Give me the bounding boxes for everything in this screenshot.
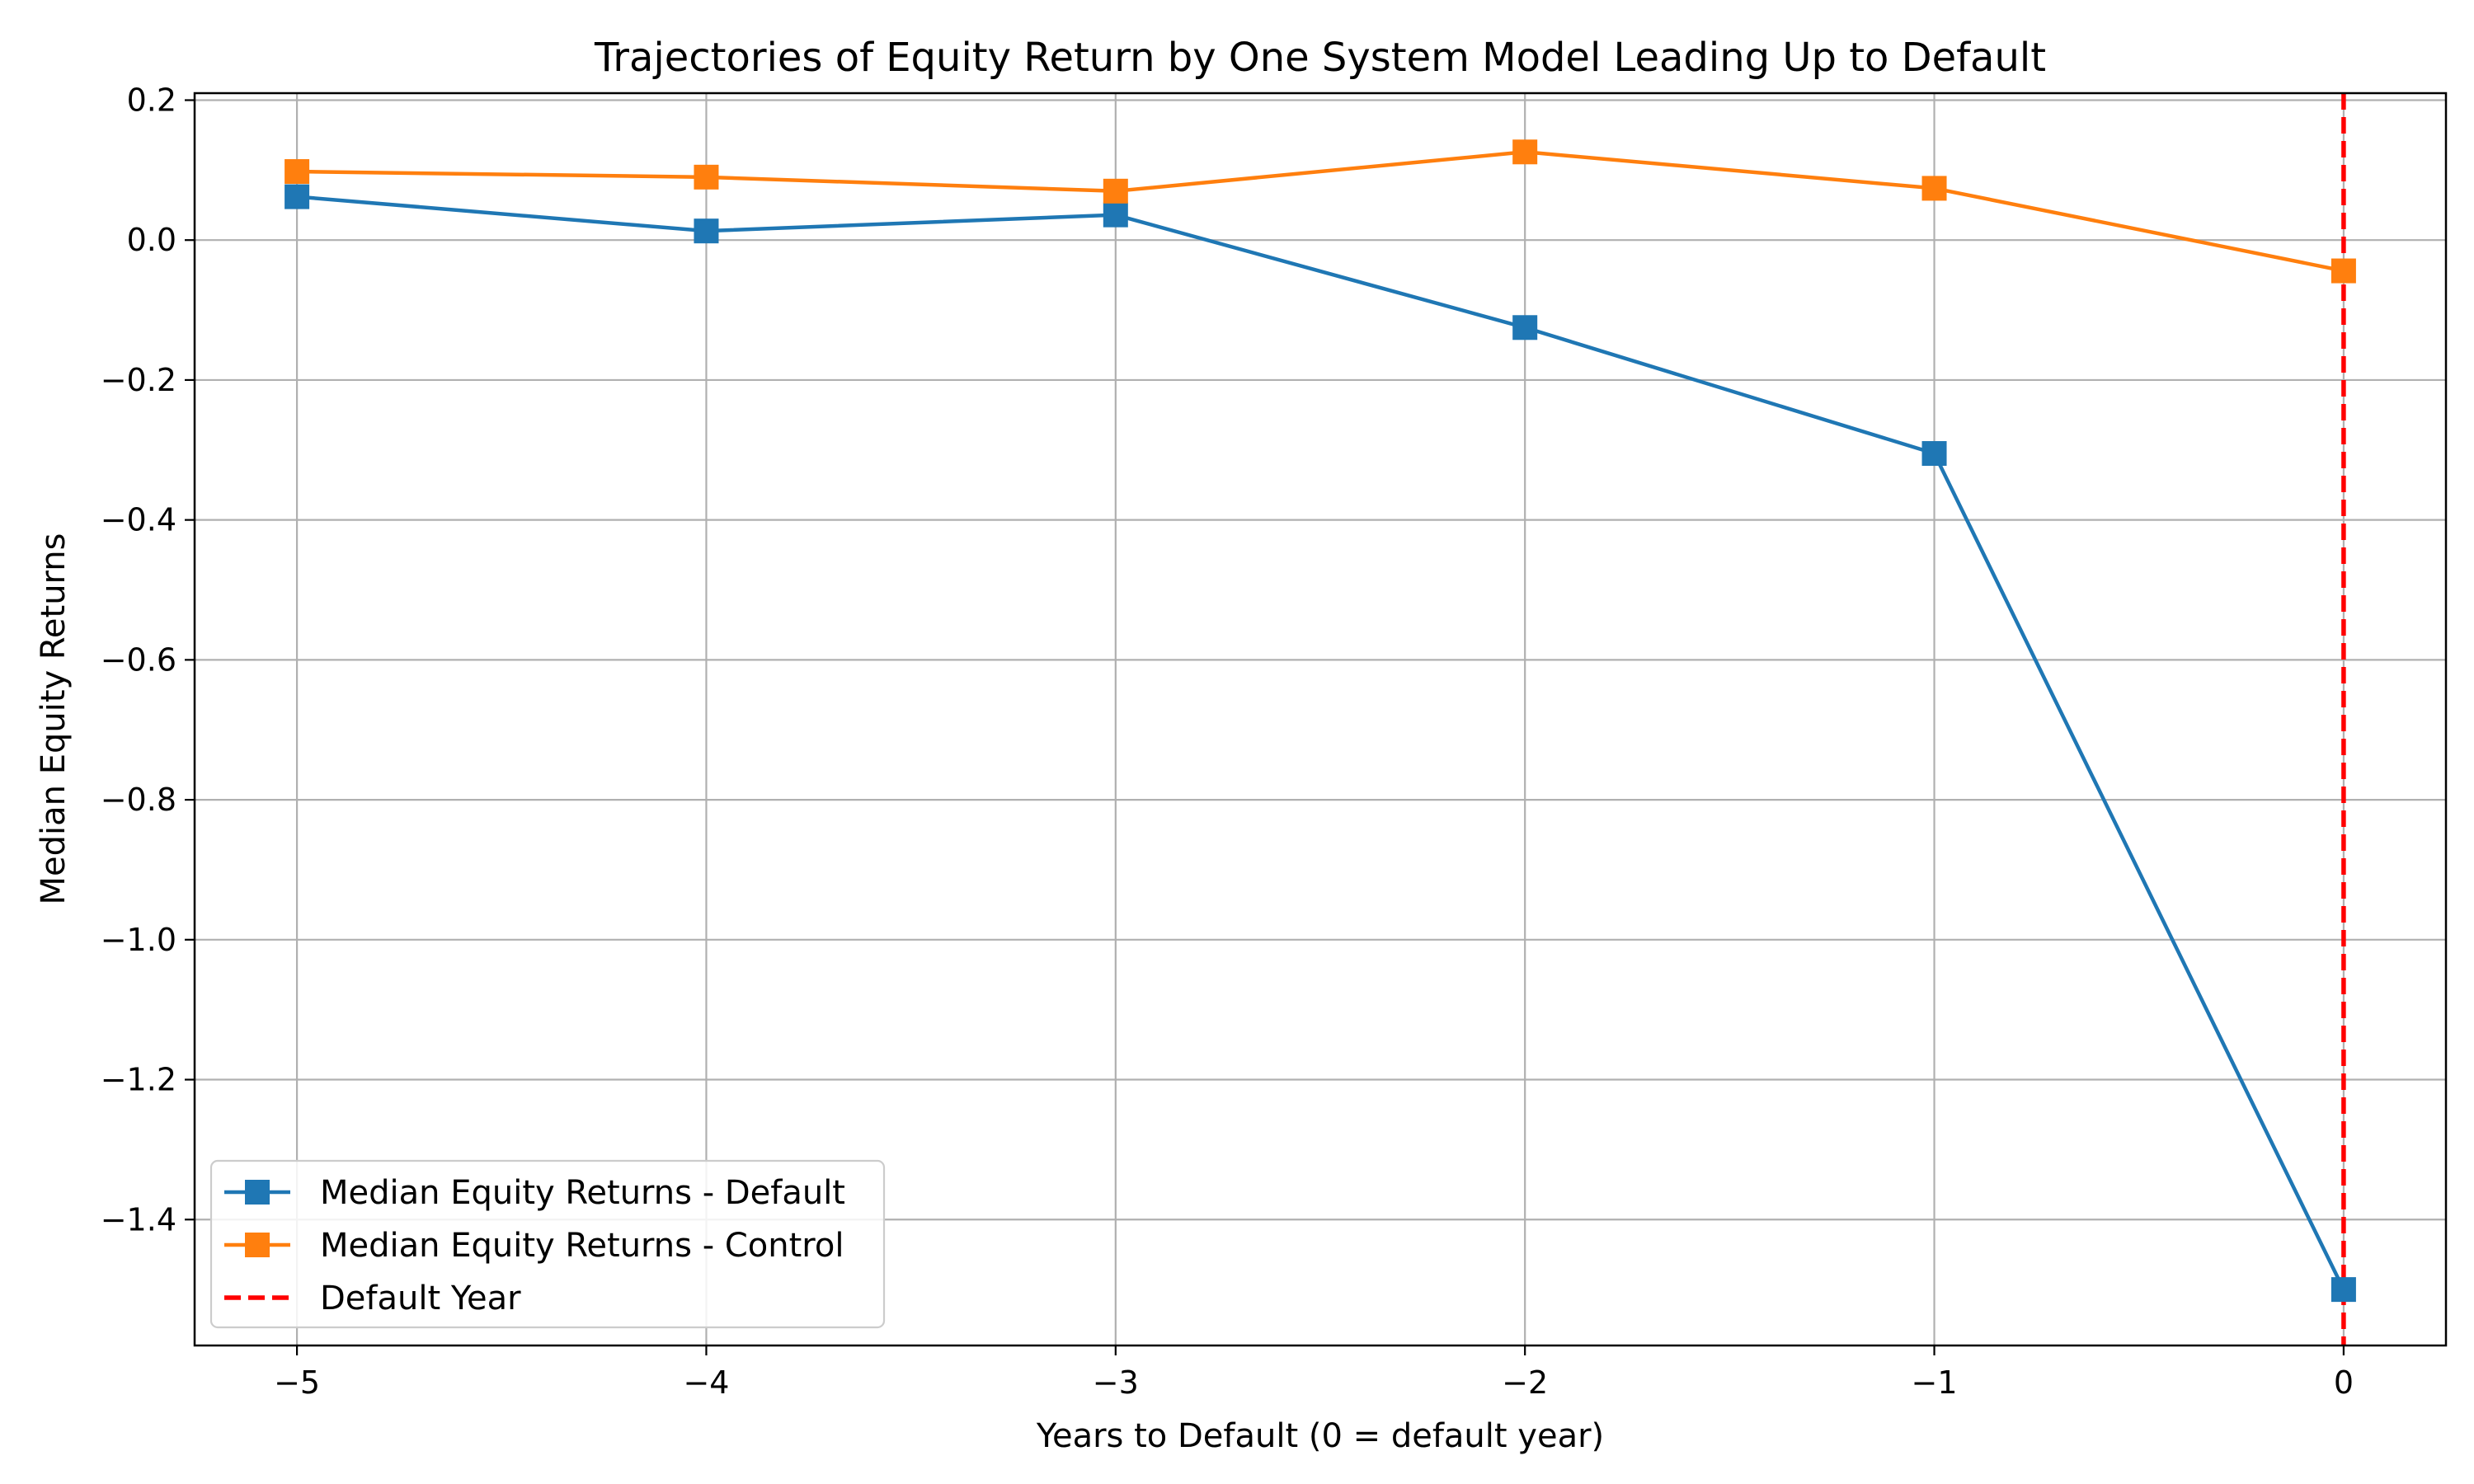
y-tick-label: −1.2	[101, 1062, 176, 1098]
x-axis-label: Years to Default (0 = default year)	[1036, 1417, 1604, 1455]
series-line-control	[297, 150, 2345, 273]
x-tick-label: −4	[683, 1364, 729, 1401]
y-tick-label: −0.4	[101, 502, 176, 538]
y-tick-label: −0.6	[101, 641, 176, 678]
y-tick-label: −1.0	[101, 922, 176, 958]
chart-title: Trajectories of Equity Return by One Sys…	[594, 35, 2046, 81]
data-point-default	[694, 218, 719, 244]
x-tick-label: −3	[1093, 1364, 1139, 1401]
axis-ticks: −5 −4 −3 −2 −1 0 0.2 0.0 −0.2 −0.4 −0.6 −0.8 −1.0 −1.…	[101, 82, 2354, 1401]
data-point-default	[1103, 202, 1128, 228]
data-point-default	[2331, 1277, 2356, 1303]
data-point-default	[1921, 441, 1947, 467]
series-line-default	[296, 195, 2345, 1291]
data-point-default	[285, 184, 310, 209]
legend-box	[209, 1159, 886, 1329]
data-point-default	[1512, 315, 1538, 340]
data-series	[285, 139, 2356, 1303]
y-tick-label: −0.2	[101, 362, 176, 398]
x-tick-label: −5	[274, 1364, 320, 1401]
data-point-control	[1921, 176, 1947, 201]
legend-label-control: Median Equity Returns - Control	[320, 1227, 844, 1265]
data-point-control	[285, 159, 310, 185]
legend-marker-default	[245, 1180, 270, 1205]
legend-marker-control	[245, 1233, 270, 1257]
y-tick-label: −1.4	[101, 1201, 176, 1237]
x-tick-label: −1	[1912, 1364, 1958, 1401]
legend-label-default: Median Equity Returns - Default	[320, 1174, 845, 1212]
data-point-control	[694, 164, 719, 190]
data-point-control	[1512, 139, 1538, 165]
legend: Median Equity Returns - Default Median Eq…	[209, 1159, 886, 1329]
grid-lines	[195, 93, 2446, 1345]
y-tick-label: 0.2	[127, 82, 176, 118]
data-point-control	[1103, 178, 1128, 204]
legend-label-default-year: Default Year	[320, 1280, 521, 1317]
y-tick-label: −0.8	[101, 782, 176, 818]
x-tick-label: 0	[2334, 1364, 2354, 1401]
data-point-control	[2331, 258, 2356, 284]
y-tick-label: 0.0	[127, 222, 176, 258]
plot-area-frame	[193, 92, 2448, 1347]
x-tick-label: −2	[1502, 1364, 1548, 1401]
y-axis-label: Median Equity Returns	[35, 533, 73, 905]
